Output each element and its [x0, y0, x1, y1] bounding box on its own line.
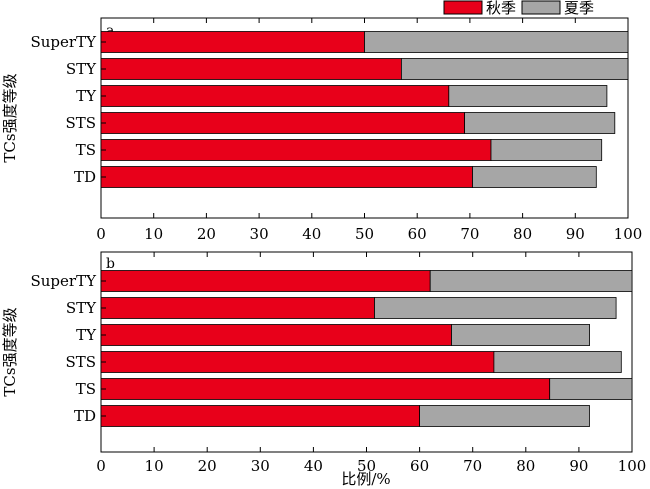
legend-label-summer: 夏季	[564, 0, 594, 17]
panel-a: a TCs强度等级 SuperTY STY TY STS TS TD 0 10 20 30 40 5…	[1, 17, 642, 243]
x-tick-label-b-60: 60	[410, 457, 429, 475]
panel-b-letter: b	[106, 256, 115, 272]
x-tick-label-b-90: 90	[569, 457, 588, 475]
bar-a-STY-autumn	[100, 58, 402, 80]
bar-b-STS-autumn	[100, 351, 495, 373]
x-tick-label-b-70: 70	[463, 457, 482, 475]
bar-a-TS-autumn	[100, 139, 492, 161]
panel-b-x-ticks: 0 10 20 30 40 50 60 70 80 90 100	[96, 252, 646, 475]
x-tick-label-a-10: 10	[144, 225, 163, 243]
category-label-a-TS: TS	[76, 141, 96, 159]
panel-b: b TCs强度等级 SuperTY STY TY STS TS TD 0 10 20 30 40 5…	[1, 251, 646, 475]
bar-b-SuperTY-autumn	[100, 270, 431, 292]
panel-b-bars	[100, 270, 633, 427]
bar-b-TY-summer	[451, 324, 591, 346]
bar-a-STY-summer	[400, 58, 629, 80]
bar-b-TD-autumn	[100, 405, 421, 427]
bar-b-SuperTY-summer	[429, 270, 633, 292]
bar-a-TY-autumn	[100, 85, 450, 107]
legend-swatch-autumn	[443, 0, 483, 15]
bar-a-TS-summer	[490, 139, 603, 161]
x-tick-label-b-10: 10	[145, 457, 164, 475]
x-tick-label-b-100: 100	[618, 457, 647, 475]
bar-b-TY-autumn	[100, 324, 452, 346]
bar-a-STS-autumn	[100, 112, 466, 134]
category-label-b-TY: TY	[76, 326, 97, 344]
x-tick-label-b-40: 40	[304, 457, 323, 475]
category-label-a-STS: STS	[65, 114, 96, 132]
x-tick-label-b-0: 0	[96, 457, 106, 475]
x-tick-label-a-50: 50	[355, 225, 374, 243]
x-tick-label-a-60: 60	[408, 225, 427, 243]
bar-a-TY-summer	[448, 85, 608, 107]
x-tick-label-a-70: 70	[460, 225, 479, 243]
panel-a-ylabel: TCs强度等级	[1, 73, 19, 162]
bar-a-TD-autumn	[100, 166, 473, 188]
legend-label-autumn: 秋季	[486, 0, 516, 17]
panel-b-category-labels: SuperTY STY TY STS TS TD	[31, 272, 98, 425]
panel-b-ylabel: TCs强度等级	[1, 307, 19, 396]
bar-b-TS-autumn	[100, 378, 551, 400]
x-tick-label-a-0: 0	[96, 225, 106, 243]
bar-a-TD-summer	[472, 166, 597, 188]
legend-swatch-summer	[521, 0, 561, 15]
x-tick-label-a-90: 90	[566, 225, 585, 243]
bar-b-STY-summer	[374, 297, 617, 319]
category-label-b-STY: STY	[66, 299, 97, 317]
category-label-a-STY: STY	[66, 60, 97, 78]
bar-a-STS-summer	[464, 112, 616, 134]
bar-b-STS-summer	[493, 351, 622, 373]
x-tick-label-a-30: 30	[250, 225, 269, 243]
panel-a-category-labels: SuperTY STY TY STS TS TD	[31, 33, 98, 186]
x-tick-label-a-40: 40	[302, 225, 321, 243]
x-axis-label: 比例/%	[341, 470, 390, 488]
panel-a-letter: a	[106, 23, 114, 39]
x-tick-label-a-20: 20	[197, 225, 216, 243]
category-label-b-SuperTY: SuperTY	[31, 272, 98, 290]
bar-a-SuperTY-summer	[364, 31, 629, 53]
x-tick-label-a-80: 80	[513, 225, 532, 243]
legend: 秋季 夏季	[443, 0, 594, 17]
bar-b-STY-autumn	[100, 297, 375, 319]
x-tick-label-b-80: 80	[516, 457, 535, 475]
x-tick-label-b-50: 50	[357, 457, 376, 475]
category-label-b-TS: TS	[76, 380, 96, 398]
x-tick-label-b-30: 30	[251, 457, 270, 475]
bar-b-TS-summer	[549, 378, 633, 400]
panel-a-bars	[100, 31, 629, 188]
category-label-a-SuperTY: SuperTY	[31, 33, 98, 51]
category-label-b-TD: TD	[74, 407, 96, 425]
category-label-a-TD: TD	[74, 168, 96, 186]
bar-b-TD-summer	[419, 405, 590, 427]
category-label-b-STS: STS	[65, 353, 96, 371]
category-label-a-TY: TY	[76, 87, 97, 105]
panel-a-x-ticks: 0 10 20 30 40 50 60 70 80 90 100	[96, 18, 642, 243]
x-tick-label-b-20: 20	[198, 457, 217, 475]
x-tick-label-a-100: 100	[614, 225, 643, 243]
bar-a-SuperTY-autumn	[100, 31, 365, 53]
